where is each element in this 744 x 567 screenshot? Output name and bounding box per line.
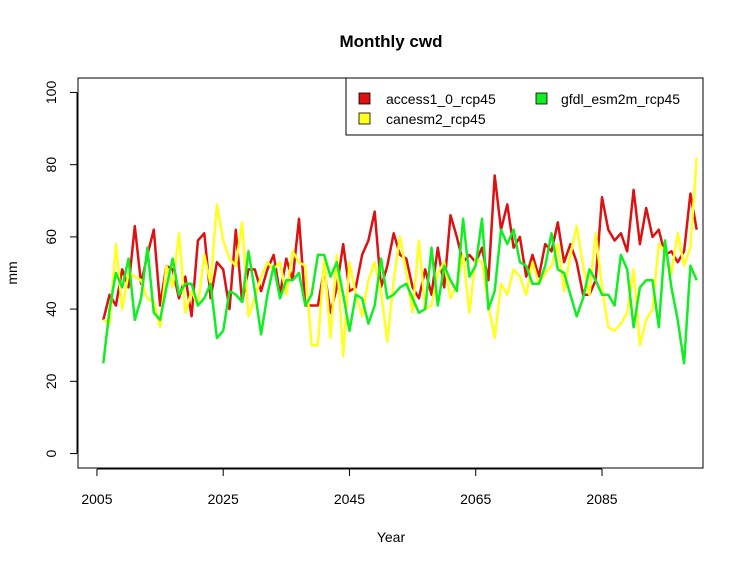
y-tick-label: 80 (43, 157, 59, 173)
y-axis-label: mm (4, 261, 20, 284)
legend-label-access1: access1_0_rcp45 (386, 91, 496, 107)
series-line-3 (102, 217, 698, 365)
series-line-1 (102, 174, 698, 321)
series-layer (102, 157, 698, 365)
chart-title: Monthly cwd (340, 32, 443, 51)
legend-label-gfdl: gfdl_esm2m_rcp45 (561, 91, 680, 107)
y-tick-label: 60 (43, 229, 59, 245)
legend-swatch-canesm2 (358, 112, 371, 125)
axes: 2005 2025 2045 2065 2085 0 20 40 60 80 100 (43, 81, 618, 507)
x-tick-label: 2025 (208, 491, 239, 507)
x-axis-label: Year (377, 529, 406, 545)
legend-swatch-gfdl (535, 92, 548, 105)
series-line-2 (102, 157, 698, 358)
legend-box (345, 77, 704, 136)
x-tick-label: 2045 (334, 491, 365, 507)
y-tick-label: 0 (43, 449, 59, 457)
x-tick-label: 2005 (81, 491, 112, 507)
y-tick-label: 20 (43, 373, 59, 389)
legend-swatch-access1 (358, 92, 371, 105)
legend-label-canesm2: canesm2_rcp45 (386, 111, 486, 127)
x-tick-label: 2085 (586, 491, 617, 507)
x-tick-label: 2065 (460, 491, 491, 507)
plot-area-frame (77, 77, 704, 469)
y-tick-label: 40 (43, 301, 59, 317)
y-tick-label: 100 (43, 81, 59, 105)
legend: access1_0_rcp45 canesm2_rcp45 gfdl_esm2m… (345, 77, 704, 136)
